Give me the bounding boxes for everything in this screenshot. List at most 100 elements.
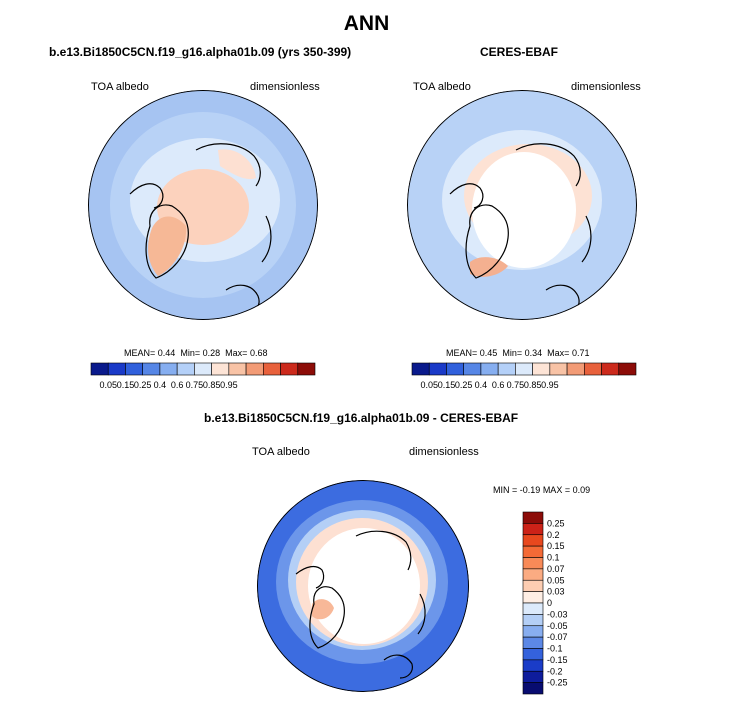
panel3-max-value: 0.09 xyxy=(572,485,591,495)
panel1-colorbar-swatch xyxy=(245,362,264,376)
panel2-colorbar-swatch xyxy=(601,362,620,376)
panel1-min-label: Min= xyxy=(180,348,201,358)
panel2-colorbar-tick-label: 0.15 xyxy=(438,380,456,390)
panel2-max-value: 0.71 xyxy=(571,348,590,358)
panel3-colorbar-tick-label: -0.25 xyxy=(547,678,568,688)
panel3-colorbar-swatch xyxy=(522,625,544,638)
panel3-right-label: dimensionless xyxy=(409,446,479,458)
panel2-colorbar-swatch xyxy=(618,362,637,376)
panel2-max-label: Max= xyxy=(547,348,570,358)
panel1-mean-label: MEAN= xyxy=(124,348,156,358)
panel3-colorbar-swatch xyxy=(522,523,544,536)
panel3-colorbar-swatch xyxy=(522,670,544,683)
panel2-colorbar-swatch xyxy=(446,362,464,376)
panel2-colorbar-swatch xyxy=(549,362,568,376)
panel3-max-label: MAX = xyxy=(542,485,571,495)
panel2-left-label: TOA albedo xyxy=(413,81,471,93)
panel3-min-label: MIN = xyxy=(493,485,518,495)
panel1-map-border xyxy=(88,90,318,320)
panel1-stats: MEAN= 0.44 Min= 0.28 Max= 0.68 xyxy=(124,348,267,358)
panel3-colorbar-swatch xyxy=(522,659,544,672)
panel2-greenland-high-albedo xyxy=(470,257,508,277)
panel1-colorbar-swatch xyxy=(90,362,109,376)
panel2-colorbar-swatch xyxy=(584,362,602,376)
panel3-colorbar-swatch xyxy=(522,557,544,570)
panel3-colorbar-swatch xyxy=(522,545,544,558)
panel1-colorbar-swatch xyxy=(297,362,316,376)
panel2-colorbar-tick-label: 0.4 xyxy=(475,380,488,390)
panel1-colorbar-swatch xyxy=(125,362,143,376)
panel1-colorbar-swatch xyxy=(159,362,178,376)
panel2-min-label: Min= xyxy=(502,348,523,358)
panel2-min-value: 0.34 xyxy=(524,348,543,358)
panel1-colorbar: 0.05 0.15 0.25 0.4 0.6 0.75 0.85 0.95 xyxy=(90,362,316,390)
panel3-colorbar-tick-label: 0.03 xyxy=(547,587,565,597)
panel1-colorbar-tick-label: 0.85 xyxy=(203,380,221,390)
panel1-max-value: 0.68 xyxy=(249,348,268,358)
panel2-map xyxy=(407,90,637,320)
panel2-colorbar-tick-label: 0.25 xyxy=(455,380,473,390)
panel1-colorbar-swatch xyxy=(107,362,126,376)
panel3-left-label: TOA albedo xyxy=(252,446,310,458)
panel3-colorbar-tick-label: 0.15 xyxy=(547,541,565,551)
panel2-colorbar-swatch xyxy=(515,362,533,376)
panel3-colorbar-swatch xyxy=(522,579,544,592)
panel2-stats: MEAN= 0.45 Min= 0.34 Max= 0.71 xyxy=(446,348,589,358)
panel2-colorbar-swatch xyxy=(497,362,516,376)
panel1-colorbar-swatch xyxy=(263,362,281,376)
panel3-colorbar-tick-label: 0.2 xyxy=(547,530,560,540)
panel1-min-value: 0.28 xyxy=(202,348,221,358)
panel2-colorbar-swatch xyxy=(532,362,551,376)
panel1-colorbar-tick-label: 0.6 xyxy=(171,380,184,390)
panel3-greenland-diff xyxy=(312,599,334,620)
panel2-colorbar-swatch xyxy=(566,362,585,376)
panel3-colorbar-tick-label: -0.1 xyxy=(547,644,563,654)
panel3-colorbar-tick-label: -0.15 xyxy=(547,655,568,665)
panel2-colorbar-swatch xyxy=(428,362,447,376)
panel1-map xyxy=(88,90,318,320)
panel3-colorbar-swatch xyxy=(522,614,544,627)
panel1-max-label: Max= xyxy=(225,348,248,358)
panel2-colorbar-tick-label: 0.85 xyxy=(524,380,542,390)
panel1-siberia-high-albedo xyxy=(218,149,256,180)
figure-title: ANN xyxy=(343,12,390,35)
panel1-left-label: TOA albedo xyxy=(91,81,149,93)
panel1-greenland-high-albedo xyxy=(148,216,187,276)
panel2-mean-label: MEAN= xyxy=(446,348,478,358)
panel3-colorbar-swatch xyxy=(522,636,544,649)
panel1-colorbar-tick-label: 0.25 xyxy=(134,380,152,390)
panel1-colorbar-swatch xyxy=(194,362,212,376)
panel2-colorbar-tick-label: 0.05 xyxy=(420,380,438,390)
panel1-colorbar-swatch xyxy=(280,362,299,376)
panel3-colorbar-tick-label: -0.2 xyxy=(547,666,563,676)
panel1-colorbar-tick-label: 0.75 xyxy=(186,380,204,390)
panel2-mean-value: 0.45 xyxy=(479,348,498,358)
panel2-colorbar-tick-label: 0.75 xyxy=(507,380,525,390)
panel1-colorbar-tick-label: 0.4 xyxy=(154,380,167,390)
panel1-right-label: dimensionless xyxy=(250,81,320,93)
panel3-colorbar-swatch xyxy=(522,602,544,615)
panel1-colorbar-swatch xyxy=(228,362,247,376)
panel3-colorbar-swatch xyxy=(522,511,544,524)
panel1-colorbar-swatch xyxy=(176,362,195,376)
panel3-colorbar: 0.250.20.150.10.070.050.030-0.03-0.05-0.… xyxy=(522,511,568,695)
panel3-map-border xyxy=(257,480,469,692)
panel2-colorbar: 0.05 0.15 0.25 0.4 0.6 0.75 0.85 0.95 xyxy=(411,362,637,390)
panel2-colorbar-tick-label: 0.6 xyxy=(492,380,505,390)
panel1-colorbar-swatch xyxy=(142,362,161,376)
panel3-colorbar-tick-label: 0.05 xyxy=(547,575,565,585)
panel3-colorbar-swatch xyxy=(522,682,544,695)
panel2-colorbar-tick-label: 0.95 xyxy=(541,380,559,390)
panel3-title: b.e13.Bi1850C5CN.f19_g16.alpha01b.09 - C… xyxy=(204,411,519,425)
panel1-mean-value: 0.44 xyxy=(157,348,176,358)
panel3-colorbar-tick-label: -0.03 xyxy=(547,609,568,619)
panel2-colorbar-swatch xyxy=(480,362,499,376)
panel3-colorbar-tick-label: -0.07 xyxy=(547,632,568,642)
panel3-colorbar-swatch xyxy=(522,534,544,547)
panel2-right-label: dimensionless xyxy=(571,81,641,93)
panel1-colorbar-tick-label: 0.05 xyxy=(99,380,117,390)
panel2-title: CERES-EBAF xyxy=(480,45,559,59)
panel2-colorbar-swatch xyxy=(463,362,482,376)
panel3-colorbar-tick-label: 0.25 xyxy=(547,518,565,528)
